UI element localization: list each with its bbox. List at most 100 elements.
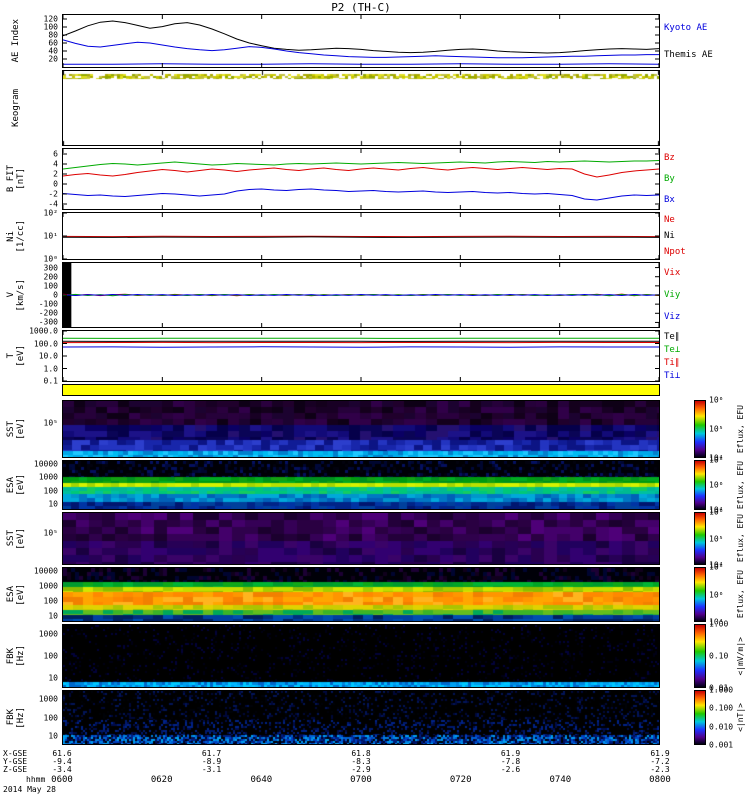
colorbar-title-text: <|mV/m|>	[736, 636, 745, 676]
series-by	[63, 160, 659, 170]
ylabel-text: T	[6, 353, 16, 359]
colorbar-tick-label: 0.100	[709, 703, 734, 713]
right-label-vix: Vix	[664, 268, 681, 278]
velocity-plot	[63, 263, 659, 327]
series-viy	[63, 293, 659, 297]
ephemeris-value: 61.8	[351, 749, 371, 758]
ephemeris-value: -7.2	[650, 757, 670, 766]
fbk_e-ytick-label: 1000	[38, 629, 58, 639]
colorbar-tick-label: 1.00	[709, 619, 729, 629]
temperature-ytick-label: 0.1	[43, 376, 58, 386]
sst_i-panel	[62, 512, 660, 565]
esa_e-colorbar-title: Eflux, EFU	[733, 460, 749, 510]
keogram-spectrogram	[63, 71, 659, 145]
temperature-ytick-label: 100.0	[33, 339, 58, 348]
temperature-plot	[63, 331, 659, 381]
ephemeris-value: -3.4	[52, 765, 72, 774]
esa_e-spectrogram	[63, 461, 659, 509]
ae-ytick-label: 60	[48, 38, 58, 48]
fbk_b-ytick-label: 1000	[38, 694, 58, 704]
right-label-te-: Te⊥	[664, 344, 681, 355]
esa_i-ytick-label: 100	[43, 596, 58, 606]
sst_i-ytick-label: 10⁵	[43, 528, 58, 538]
colorbar-tick-label: 1.000	[709, 685, 734, 695]
velocity-ytick-label: 100	[43, 281, 58, 291]
esa_e-panel	[62, 460, 660, 510]
density-panel	[62, 212, 660, 260]
temperature-panel	[62, 330, 660, 382]
series-themis-ae	[63, 20, 659, 54]
bfit-panel	[62, 148, 660, 210]
ephemeris-value: -2.3	[650, 765, 670, 774]
sst_e-colorbar	[694, 400, 706, 458]
ephemeris-value: 61.9	[500, 749, 521, 758]
colorbar-tick-label: 10⁵	[709, 424, 724, 434]
sst_e-ytick-label: 10⁵	[43, 418, 58, 428]
right-label-viy: Viy	[664, 290, 681, 300]
ae-ytick-label: 20	[48, 54, 58, 64]
fbk_e-panel	[62, 624, 660, 688]
right-label-by: By	[664, 174, 675, 184]
ephemeris-value: -7.8	[500, 757, 521, 766]
right-label-ti-: Ti∥	[664, 357, 680, 368]
ylabel-text: V	[6, 292, 16, 298]
sst_i-colorbar-title: Eflux, EFU	[733, 512, 749, 565]
density-ytick-label: 10⁰	[43, 254, 58, 264]
series-ni	[63, 236, 659, 238]
esa_e-ytick-label: 1000	[38, 472, 58, 482]
right-label-themis-ae: Themis AE	[664, 49, 713, 60]
density-ytick-label: 10¹	[43, 231, 58, 241]
bfit-ytick-label: 2	[53, 169, 58, 179]
colorbar-tick-label: 0.01	[709, 683, 729, 693]
keogram-panel	[62, 70, 660, 146]
density-plot	[63, 213, 659, 259]
ephemeris-value: 61.7	[201, 749, 222, 758]
time-tick-label: 0640	[250, 775, 273, 785]
ylabel-text: SST	[6, 420, 16, 438]
esa_e-ytick-label: 10	[48, 499, 58, 509]
sst_e-spectrogram	[63, 401, 659, 457]
ephemeris-value: -8.9	[201, 757, 222, 766]
ae-plot	[63, 15, 659, 67]
time-tick-label: 0620	[150, 775, 173, 785]
ephemeris-value: -3.1	[201, 765, 222, 774]
colorbar-tick-label: 10⁶	[709, 395, 724, 405]
ephemeris-value: 61.9	[650, 749, 670, 758]
series-kyoto-ae	[63, 39, 659, 59]
colorbar-tick-label: 10⁶	[709, 507, 724, 517]
ae-ytick-label: 80	[48, 30, 58, 40]
velocity-ytick-label: -100	[38, 299, 58, 309]
ae-ytick-label: 120	[43, 14, 58, 24]
colorbar-tick-label: 0.10	[709, 651, 729, 661]
time-tick-label: 0600	[51, 775, 73, 785]
temperature-ytick-label: 1.0	[43, 364, 58, 373]
fbk_b-ytick-label: 100	[43, 713, 58, 722]
ylabel-text: SST	[6, 530, 16, 547]
colorbar-tick-label: 0.001	[709, 740, 734, 750]
colorbar-tick-label: 10⁴	[709, 560, 724, 570]
bfit-ytick-label: -4	[48, 199, 58, 209]
colorbar-tick-label: 10⁴	[709, 505, 724, 515]
velocity-panel	[62, 262, 660, 328]
colorbar-tick-label: 10⁴	[709, 453, 724, 463]
colorbar-tick-label: 10⁸	[709, 455, 724, 465]
bfit-ytick-label: 6	[53, 149, 58, 159]
right-label-bx: Bx	[664, 194, 675, 205]
fbk_b-ytick-label: 10	[48, 731, 58, 741]
fbk_e-spectrogram	[63, 625, 659, 687]
right-label-ni: Ni	[664, 231, 675, 241]
time-tick-label: 0720	[449, 775, 472, 785]
fbk_e-ytick-label: 10	[48, 673, 58, 683]
ephemeris-row-label: X-GSE	[3, 749, 28, 758]
ephemeris-value: 61.6	[52, 749, 72, 758]
sst_e-colorbar-title: Eflux, EFU	[733, 400, 749, 458]
ylabel-text: Ni	[6, 230, 16, 242]
velocity-ytick-label: 300	[43, 263, 58, 273]
plot-title: P2 (TH-C)	[331, 1, 391, 14]
colorbar-title-text: <|nT|>	[736, 703, 745, 732]
colorbar-tick-label: 10⁶	[709, 590, 724, 599]
right-label-te-: Te∥	[664, 331, 680, 342]
ephemeris-value: -9.4	[52, 757, 72, 766]
esa_i-ytick-label: 1000	[38, 581, 58, 591]
fbk_e-ytick-label: 100	[43, 651, 58, 661]
